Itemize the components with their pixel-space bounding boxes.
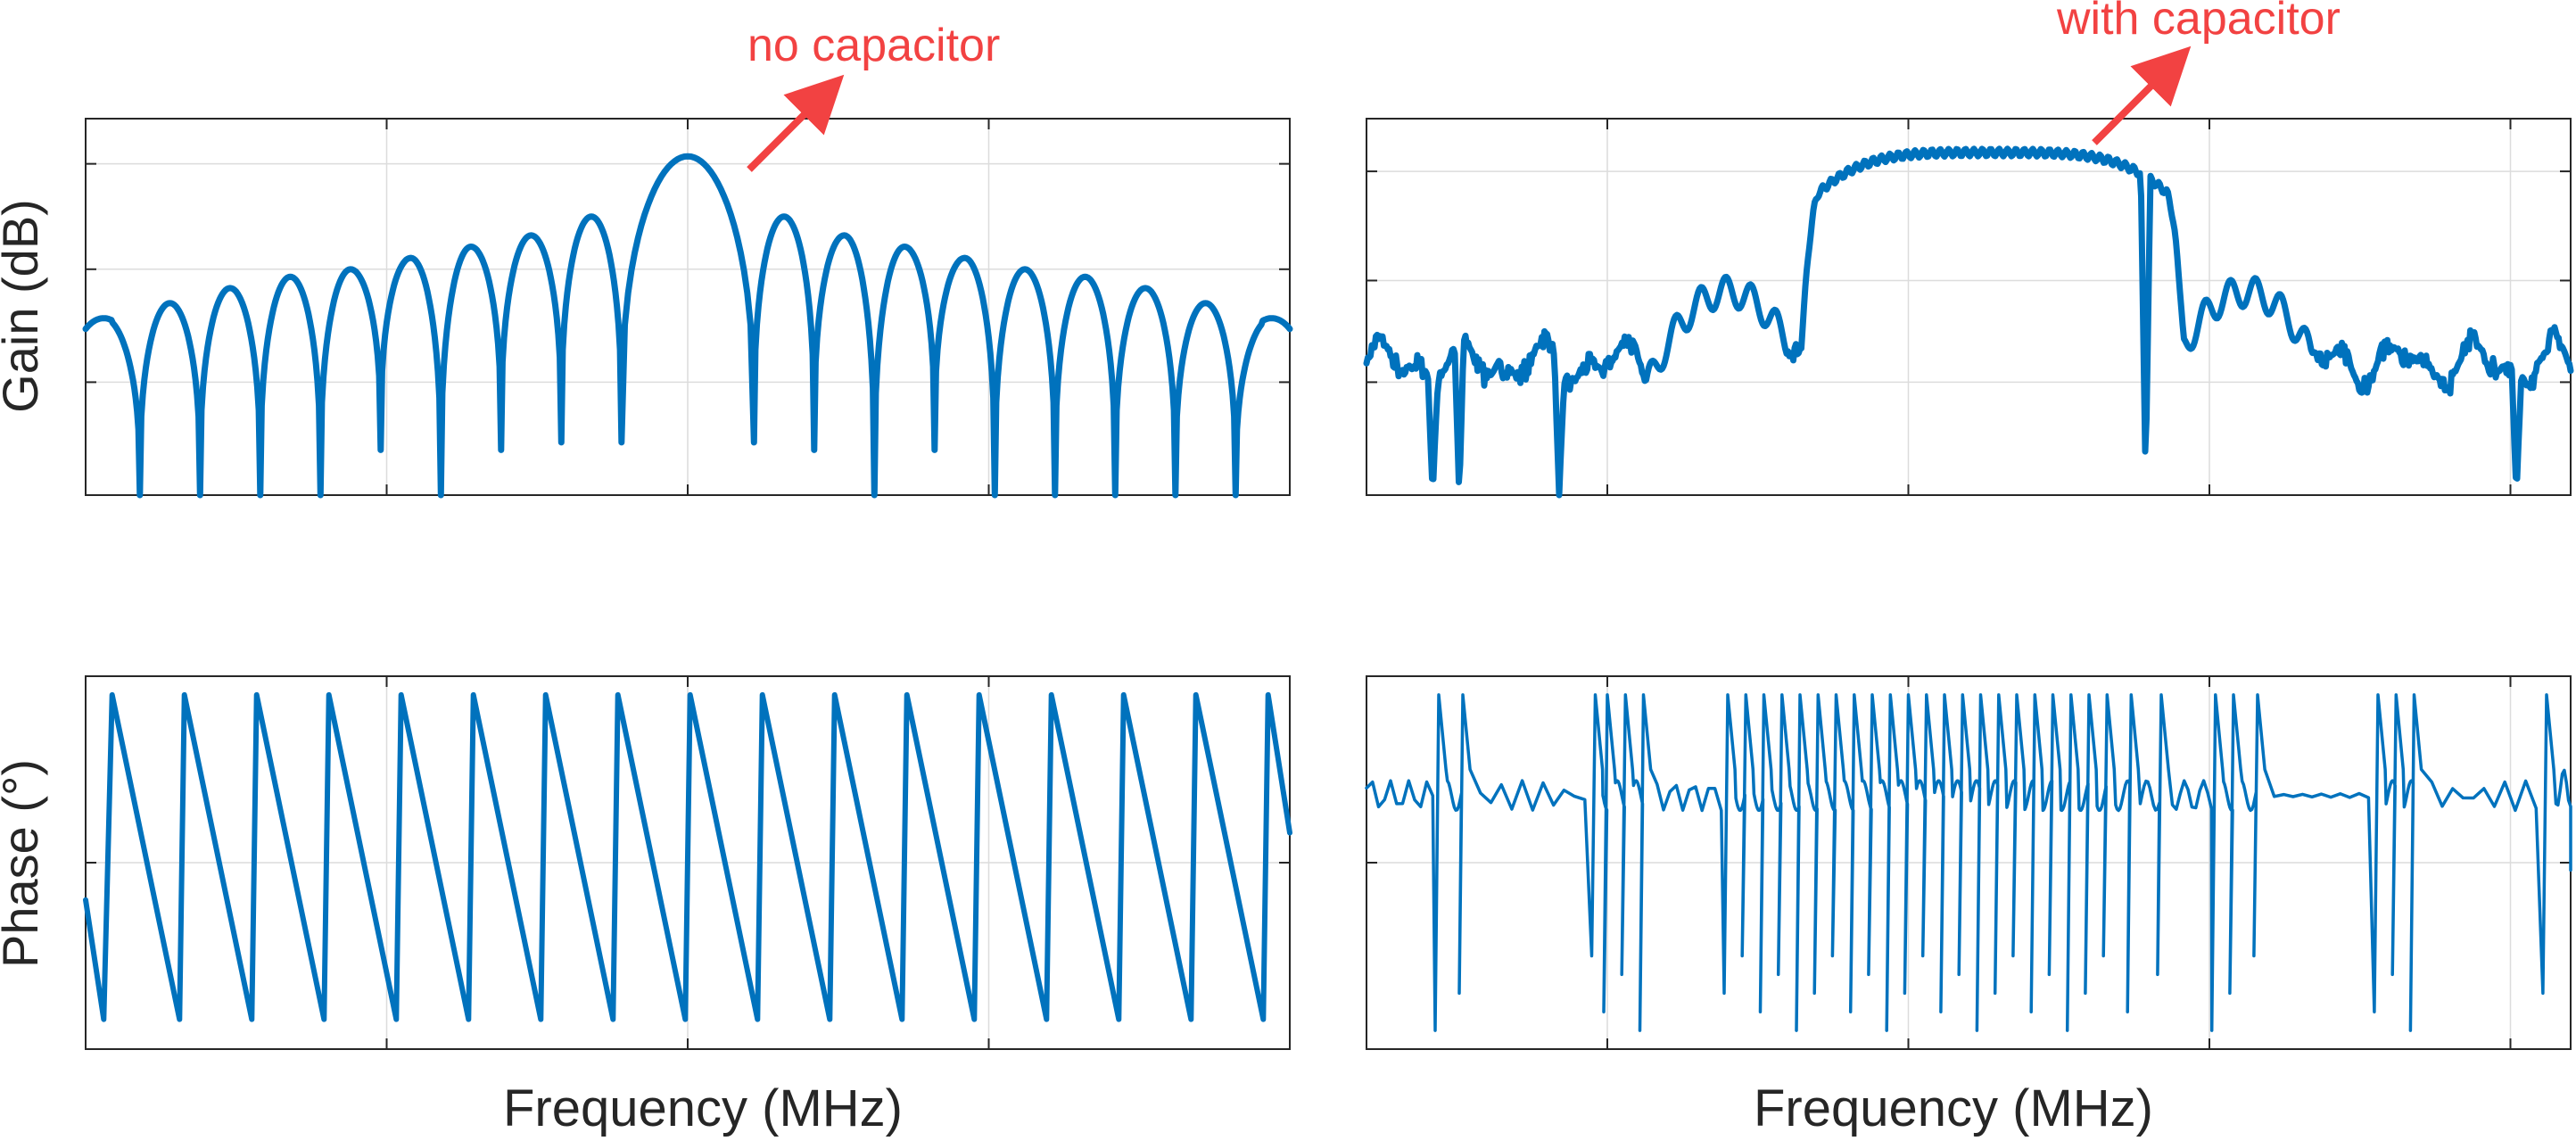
x-axis-label-left: Frequency (MHz)	[503, 1079, 903, 1137]
plot-frame	[85, 675, 1291, 1050]
annotation-arrow-left	[747, 74, 845, 172]
annotation-no-capacitor: no capacitor	[747, 20, 1000, 71]
gain-with-capacitor-series-line	[1363, 145, 2574, 499]
phase-with-capacitor-series-line	[1365, 693, 2572, 1032]
gain-y-axis-label: Gain (dB)	[0, 199, 48, 413]
phase-with-capacitor-plot	[1365, 675, 2572, 1050]
annotation-with-capacitor: with capacitor	[2056, 0, 2341, 45]
phase-no-capacitor-series-line	[83, 691, 1292, 1022]
plot-frame	[85, 118, 1291, 496]
gain-no-capacitor-plot	[82, 118, 1293, 499]
gain-with-capacitor-plot	[1363, 118, 2574, 499]
phase-y-axis-label: Phase (°)	[0, 759, 48, 968]
x-axis-label-right: Frequency (MHz)	[1754, 1079, 2153, 1137]
gain-no-capacitor-series-line	[82, 153, 1293, 499]
annotation-arrow-right	[2092, 45, 2192, 145]
plot-frame	[1366, 118, 2572, 496]
phase-no-capacitor-plot	[83, 675, 1292, 1050]
